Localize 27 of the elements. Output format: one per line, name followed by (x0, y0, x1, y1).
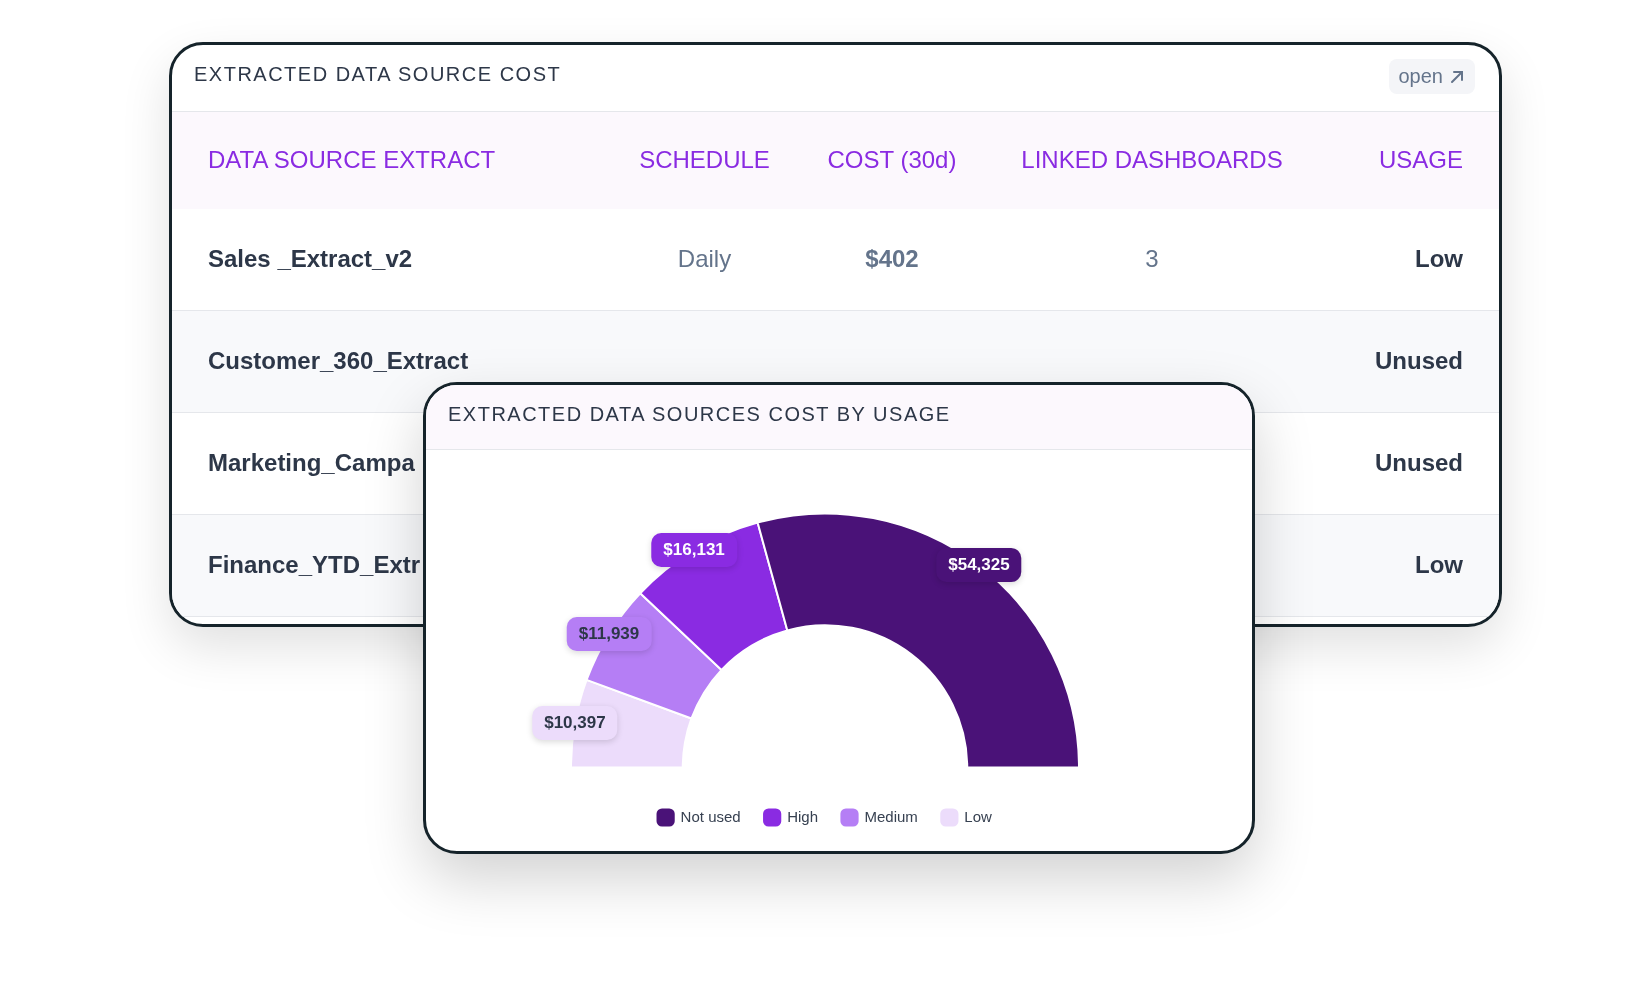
text: Finance_YTD_Extr (208, 551, 421, 578)
text: Daily (677, 245, 732, 272)
category-label: DATA SOURCE EXTRACT (208, 146, 496, 174)
text: Unused (1374, 449, 1463, 476)
data-label: $16,131 (651, 532, 737, 567)
category-label: LINKED DASHBOARDS (1020, 146, 1284, 174)
chart-title: EXTRACTED DATA SOURCES COST BY USAGE (448, 403, 951, 426)
text: 3 (1145, 245, 1159, 272)
text: Low (1415, 245, 1463, 272)
data-label: $10,397 (532, 706, 618, 741)
data-label: $54,325 (936, 548, 1022, 583)
text: Customer_360_Extract (208, 347, 469, 374)
data-label: $11,939 (566, 616, 652, 651)
category-label: SCHEDULE (638, 146, 771, 174)
text: open (1398, 65, 1443, 88)
legend-label: High (787, 807, 819, 825)
text: $402 (865, 245, 919, 272)
legend-label: Medium (864, 807, 918, 825)
category-label: COST (30d) (826, 146, 958, 174)
text: Unused (1374, 347, 1463, 374)
legend-label: Not used (680, 807, 741, 825)
text: EXTRACTED DATA SOURCE COST (194, 63, 562, 86)
text: Sales _Extract_v2 (208, 245, 413, 272)
text: Marketing_Campa (208, 449, 415, 476)
category-label: USAGE (1378, 146, 1463, 174)
text: Low (1415, 551, 1463, 578)
legend-label: Low (964, 807, 993, 825)
